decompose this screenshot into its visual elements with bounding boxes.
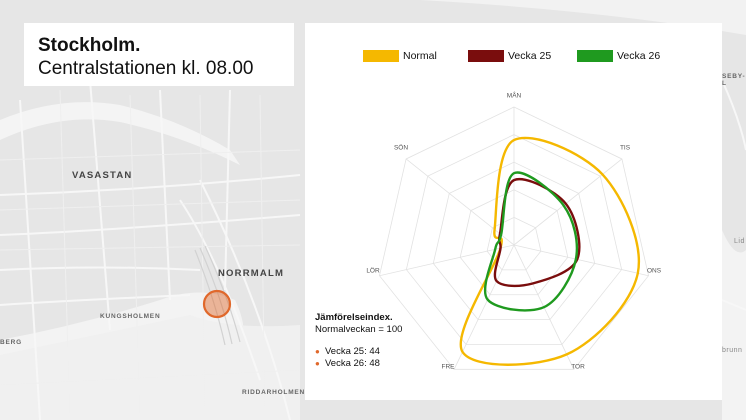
- minor-streets: [0, 89, 301, 420]
- map-label-riddarholmen: RIDDARHOLMEN: [242, 389, 306, 396]
- index-item-vecka-26: ● Vecka 26: 48: [315, 358, 465, 370]
- grid-spoke: [405, 158, 515, 246]
- series-line-vecka-26: [483, 171, 579, 312]
- map-label-seby: SEBY-L: [722, 73, 746, 87]
- map-label-berg: BERG: [0, 339, 22, 346]
- index-subtitle: Normalveckan = 100: [315, 324, 403, 335]
- legend-swatch-vecka-25: [468, 50, 504, 62]
- legend-swatch-vecka-26: [577, 50, 613, 62]
- comparison-index-box: Jämförelseindex. Normalveckan = 100 ● Ve…: [315, 312, 465, 370]
- legend-swatch-normal: [363, 50, 399, 62]
- map-label-norrmalm: NORRMALM: [218, 268, 285, 279]
- index-item-text: Vecka 26: 48: [325, 358, 380, 369]
- water-north: [0, 0, 746, 35]
- title-city: Stockholm.: [38, 35, 141, 56]
- grid-spoke: [513, 244, 649, 277]
- legend-item-vecka-26: Vecka 26: [577, 49, 660, 63]
- road-network: [0, 79, 746, 420]
- title-location: Centralstationen kl. 08.00: [38, 58, 254, 79]
- grid-spoke: [453, 244, 515, 370]
- station-marker: [202, 289, 232, 319]
- grid-ring: [432, 161, 596, 321]
- radar-chart: [379, 106, 649, 370]
- water-east: [722, 230, 746, 420]
- map-label-vasastan: VASASTAN: [72, 170, 133, 181]
- series-line-normal: [459, 136, 640, 366]
- map-label-lid: Lid: [734, 238, 745, 245]
- grid-ring: [459, 189, 569, 296]
- legend-label-vecka-26: Vecka 26: [617, 50, 661, 62]
- map-label-kungsholmen: KUNGSHOLMEN: [100, 313, 161, 320]
- chart-card: Normal Vecka 25 Vecka 26 MÅN TIS ONS TOR…: [305, 23, 722, 400]
- axis-label-tor: TOR: [571, 363, 585, 371]
- water-riddarfjarden: [0, 315, 300, 420]
- map-label-brunn: brunn: [722, 347, 743, 354]
- grid-spoke: [379, 244, 515, 277]
- bullet-icon: ●: [315, 359, 320, 368]
- index-item-vecka-25: ● Vecka 25: 44: [315, 346, 465, 358]
- water-channel: [0, 102, 240, 165]
- legend-label-normal: Normal: [403, 50, 437, 62]
- legend-item-vecka-25: Vecka 25: [468, 49, 551, 63]
- axis-label-ons: ONS: [646, 267, 662, 275]
- axis-label-fre: FRE: [441, 363, 455, 371]
- grid-ring: [405, 134, 623, 345]
- title-card: Stockholm. Centralstationen kl. 08.00: [24, 23, 294, 86]
- axis-label-lor: LÖR: [366, 267, 380, 275]
- bullet-icon: ●: [315, 347, 320, 356]
- grid-ring: [486, 216, 542, 271]
- index-title: Jämförelseindex.: [315, 312, 393, 323]
- grid-spoke: [513, 158, 623, 246]
- axis-label-tis: TIS: [619, 144, 631, 152]
- legend-item-normal: Normal: [363, 49, 437, 63]
- axis-label-son: SÖN: [393, 144, 409, 152]
- legend-label-vecka-25: Vecka 25: [508, 50, 552, 62]
- index-item-text: Vecka 25: 44: [325, 346, 380, 357]
- grid-ring: [379, 106, 649, 370]
- index-list: ● Vecka 25: 44 ● Vecka 26: 48: [315, 346, 465, 370]
- axis-label-man: MÅN: [506, 92, 522, 100]
